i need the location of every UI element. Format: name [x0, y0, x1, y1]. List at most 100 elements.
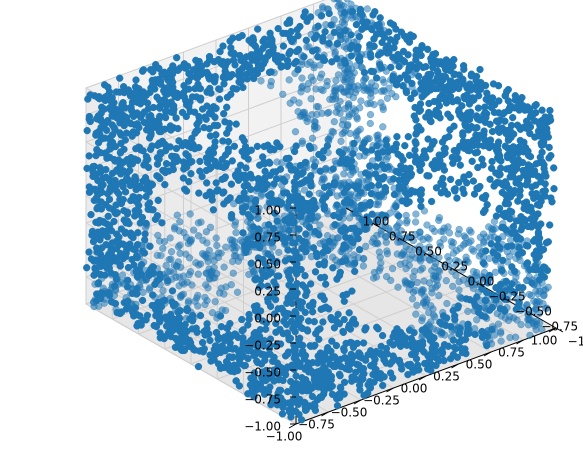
scatter-point: [291, 293, 300, 301]
scatter-point: [213, 241, 221, 250]
scatter-point: [331, 83, 339, 92]
scatter-point: [524, 147, 532, 155]
scatter-point: [476, 65, 484, 74]
scatter-point: [435, 216, 443, 225]
scatter-point: [223, 324, 231, 332]
scatter-point: [176, 218, 184, 226]
scatter-point: [317, 393, 326, 402]
scatter-point: [307, 95, 315, 103]
scatter-point: [274, 58, 282, 66]
scatter-point: [153, 141, 162, 149]
scatter-point: [406, 360, 415, 369]
scatter-point: [246, 214, 255, 222]
scatter-point: [547, 151, 555, 160]
scatter-point: [208, 192, 216, 200]
scatter-point: [171, 223, 179, 231]
scatter-point: [471, 330, 479, 339]
scatter-point: [104, 212, 112, 220]
scatter-point: [416, 166, 424, 175]
scatter-point: [117, 148, 125, 156]
scatter-point: [242, 245, 250, 253]
scatter-point: [312, 31, 321, 40]
scatter-point: [375, 266, 383, 275]
scatter-point: [374, 201, 382, 209]
scatter-point: [333, 39, 342, 48]
scatter-point: [493, 142, 502, 150]
scatter-point: [202, 228, 211, 236]
scatter-point: [264, 52, 272, 60]
scatter-point: [224, 71, 232, 79]
scatter-point: [526, 331, 534, 339]
scatter-point: [377, 230, 385, 238]
scatter-point: [538, 148, 546, 156]
scatter-point: [162, 160, 171, 168]
scatter-point: [541, 113, 549, 121]
scatter-point: [474, 184, 483, 193]
scatter-point: [295, 234, 303, 243]
scatter-point: [444, 342, 453, 350]
scatter-point: [360, 76, 368, 85]
scatter-point: [119, 83, 128, 91]
scatter-point: [370, 359, 378, 368]
scatter-point: [330, 0, 338, 3]
scatter-point: [113, 245, 121, 253]
scatter-point: [165, 69, 173, 78]
scatter-point: [226, 363, 234, 371]
scatter-point: [450, 343, 459, 352]
scatter-point: [523, 306, 531, 314]
scatter-point: [492, 212, 501, 220]
scatter-point: [312, 368, 321, 376]
scatter-point: [296, 161, 305, 170]
scatter-point: [375, 24, 384, 33]
x-tick-label: −0.50: [331, 406, 368, 420]
scatter-point: [473, 293, 481, 301]
scatter-point: [501, 91, 510, 99]
scatter-point: [366, 119, 374, 128]
scatter-point: [231, 221, 239, 230]
scatter-point: [395, 182, 404, 190]
scatter-point: [85, 112, 94, 121]
scatter-point: [302, 36, 310, 44]
y-tick-label: −0.50: [515, 305, 552, 319]
scatter-point: [196, 311, 205, 320]
scatter-point: [424, 70, 432, 79]
scatter-point: [366, 110, 375, 119]
scatter-point: [361, 326, 369, 334]
scatter-point: [182, 187, 191, 195]
scatter-point: [359, 255, 367, 263]
scatter-point: [359, 262, 368, 270]
scatter-point: [339, 116, 347, 124]
scatter-point: [136, 100, 145, 108]
scatter-point: [238, 64, 247, 72]
scatter-point: [167, 248, 176, 256]
scatter-point: [127, 196, 135, 205]
scatter-point: [432, 283, 440, 291]
scatter-point: [104, 264, 113, 273]
scatter-point: [473, 115, 482, 123]
scatter-point: [283, 56, 292, 65]
scatter-point: [105, 257, 113, 265]
scatter-point: [541, 187, 549, 195]
scatter-point: [532, 298, 540, 307]
scatter-point: [287, 377, 295, 386]
scatter-point: [348, 7, 357, 16]
scatter-point: [336, 394, 344, 402]
scatter-point: [473, 268, 481, 277]
scatter-point: [376, 14, 384, 22]
scatter-point: [345, 309, 353, 317]
scatter-point: [314, 22, 322, 30]
scatter-point: [435, 357, 443, 365]
scatter-point: [260, 142, 268, 151]
scatter-point: [362, 242, 370, 250]
scatter-point: [500, 305, 508, 314]
scatter-point: [374, 149, 382, 158]
scatter-point: [515, 299, 523, 307]
scatter-point: [465, 100, 474, 108]
scatter-point: [199, 236, 207, 245]
scatter-point: [311, 118, 319, 126]
scatter-point: [183, 305, 191, 313]
scatter-point: [265, 270, 273, 278]
scatter-point: [383, 49, 391, 57]
scatter-point: [521, 106, 529, 114]
scatter-point: [474, 163, 482, 172]
